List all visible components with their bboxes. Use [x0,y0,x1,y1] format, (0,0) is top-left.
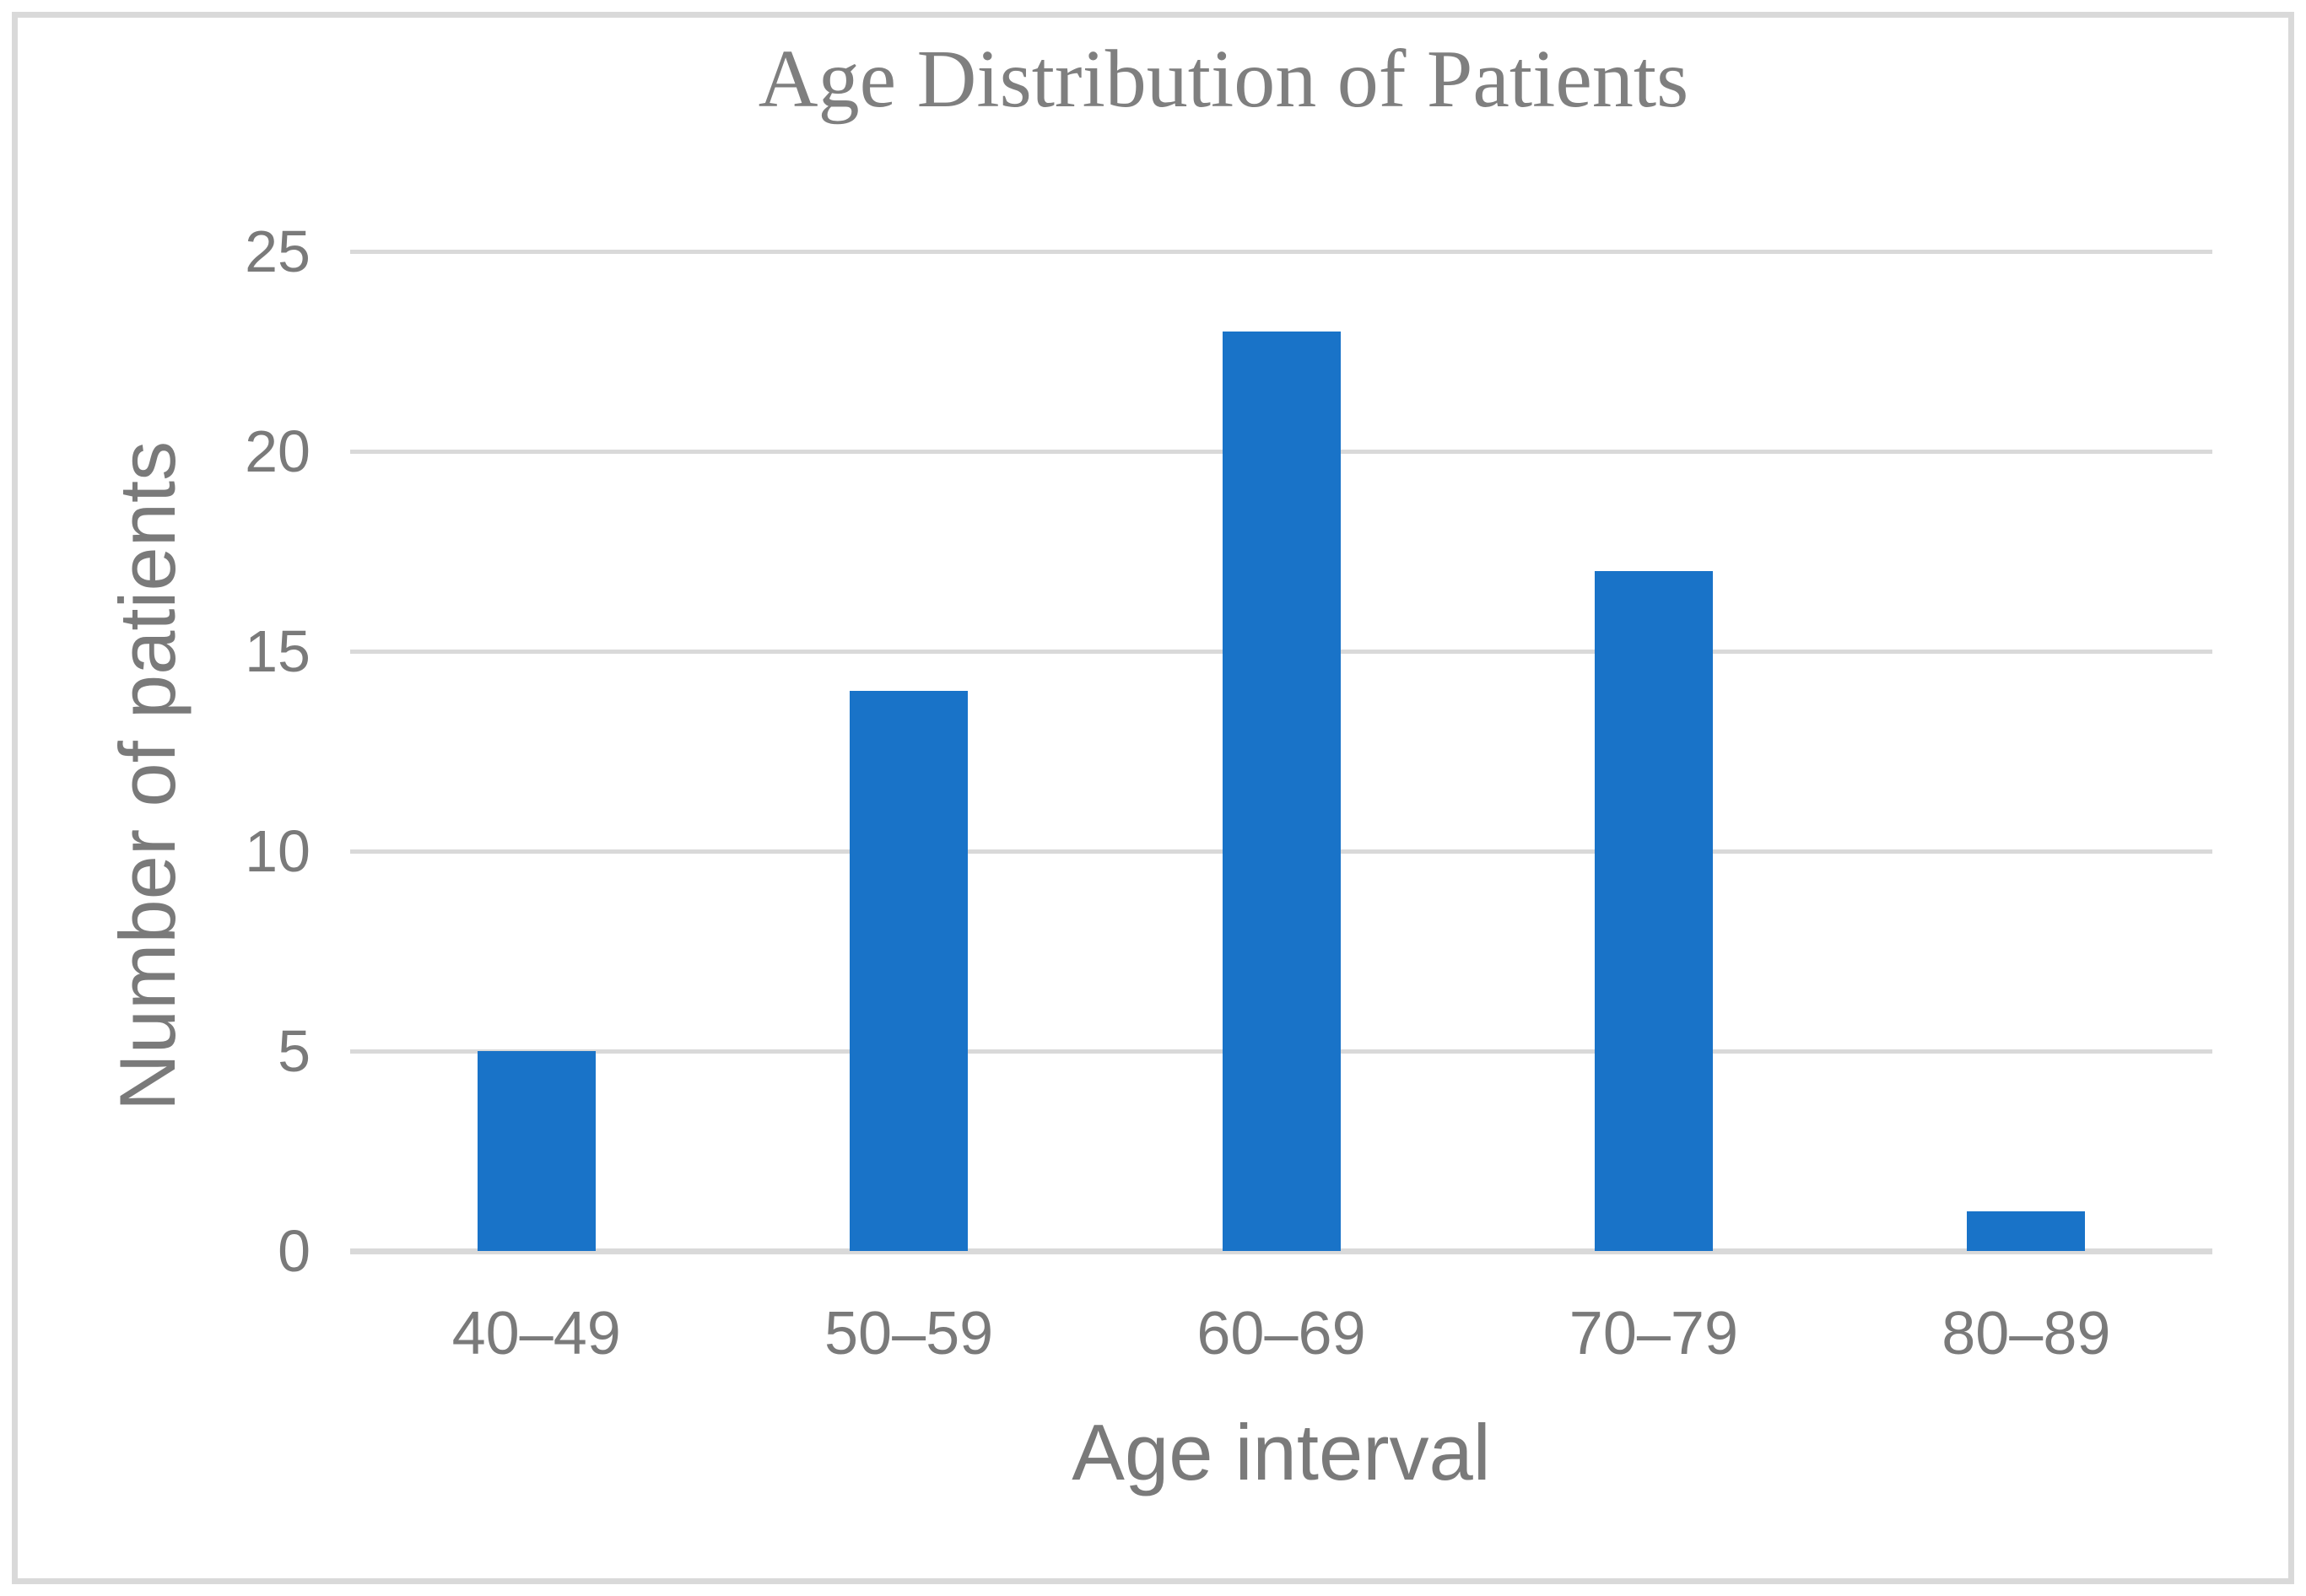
x-tick-label-60-69: 60–69 [1196,1300,1366,1367]
bar-60-69 [1222,331,1341,1251]
bar-70-79 [1594,571,1713,1251]
y-tick-label-0: 0 [278,1218,311,1284]
x-tick-label-40-49: 40–49 [451,1300,621,1367]
y-tick-label-10: 10 [245,818,311,884]
y-tick-label-15: 15 [245,618,311,684]
x-tick-label-70-79: 70–79 [1569,1300,1738,1367]
bar-40-49 [477,1051,596,1251]
figure-border [12,12,2294,1584]
bar-50-59 [850,691,969,1251]
y-tick-label-25: 25 [245,218,311,284]
plot-area [350,249,2212,1254]
y-tick-label-20: 20 [245,418,311,484]
chart-title: Age Distribution of Patients [758,34,1689,125]
y-tick-label-5: 5 [278,1018,311,1084]
bar-80-89 [1967,1210,2086,1251]
x-tick-label-50-59: 50–59 [824,1300,994,1367]
gridline-0 [350,1248,2212,1254]
x-tick-label-80-89: 80–89 [1941,1300,2111,1367]
y-axis-title: Number of patients [103,440,192,1112]
x-axis-title: Age interval [1072,1408,1491,1496]
gridline-25 [350,249,2212,254]
